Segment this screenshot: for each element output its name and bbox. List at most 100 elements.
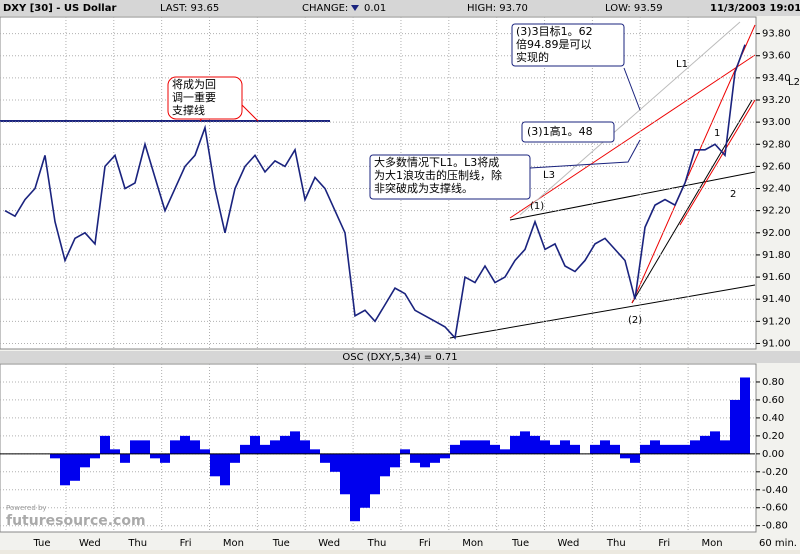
osc-bar: [620, 453, 630, 459]
osc-bar: [550, 444, 560, 454]
lower-channel: [449, 284, 756, 339]
y-tick-label: 92.00: [762, 228, 791, 239]
osc-bar: [470, 440, 480, 454]
osc-bar: [390, 453, 400, 468]
osc-bar: [60, 453, 70, 486]
osc-bar: [650, 440, 660, 454]
main-note-text: 大多数情况下L1。L3将成: [374, 155, 499, 169]
osc-bar: [210, 453, 220, 477]
x-tick-label: Wed: [79, 538, 101, 549]
osc-bar: [50, 453, 60, 459]
osc-bar: [230, 453, 240, 463]
support-note-text: 调一重要: [172, 90, 216, 104]
osc-bar: [110, 449, 120, 454]
x-tick-label: Wed: [558, 538, 580, 549]
high-note-box: [521, 121, 615, 143]
brand: futuresource.com: [6, 513, 146, 529]
x-unit: 60 min.: [759, 538, 797, 549]
y-tick-label: 92.20: [762, 206, 791, 217]
osc-bar: [610, 444, 620, 454]
y-tick-label: 0.80: [762, 377, 784, 388]
y-tick-label: 0.00: [762, 449, 784, 460]
main-note-box: [369, 154, 531, 200]
osc-bar: [380, 453, 390, 477]
osc-bar: [200, 449, 210, 454]
support-note-box: [167, 76, 243, 120]
high-note-text: (3)1高1。48: [527, 124, 593, 138]
osc-bar: [640, 444, 650, 454]
osc-bar: [260, 444, 270, 454]
last: LAST: 93.65: [160, 3, 219, 14]
osc-bar: [440, 453, 450, 459]
support-note-text: 将成为回: [172, 78, 216, 91]
osc-bar: [270, 440, 280, 454]
osc-bar: [460, 440, 470, 454]
l3-red: [509, 54, 756, 219]
osc-bar: [560, 440, 570, 454]
l3-gray: [519, 21, 741, 216]
osc-bar: [420, 453, 430, 468]
osc-bar: [180, 435, 190, 454]
y-tick-label: 91.40: [762, 294, 791, 305]
x-tick-label: Thu: [606, 538, 626, 549]
target-note-text: 倍94.89是可以: [516, 37, 592, 51]
osc-bar: [80, 453, 90, 468]
main-note-text: 为大1浪攻击的压制线，除: [374, 168, 502, 182]
osc-bar: [120, 453, 130, 463]
y-tick-label: -0.60: [762, 503, 788, 514]
x-tick-label: Tue: [511, 538, 529, 549]
osc-bar: [490, 444, 500, 454]
x-tick-label: Fri: [180, 538, 192, 549]
osc-bar: [630, 453, 640, 463]
x-tick-label: Mon: [701, 538, 722, 549]
main-note-text: 非突破成为支撑线。: [374, 181, 473, 195]
osc-bar: [170, 440, 180, 454]
y-tick-label: -0.80: [762, 521, 788, 532]
osc-bar: [660, 444, 670, 454]
osc-bar: [540, 440, 550, 454]
osc-bar: [360, 453, 370, 508]
osc-bar: [310, 449, 320, 454]
y-tick-label: 93.60: [762, 51, 791, 62]
osc-bar: [240, 444, 250, 454]
osc-bar: [130, 440, 140, 454]
y-tick-label: 0.20: [762, 431, 784, 442]
x-tick-label: Fri: [419, 538, 431, 549]
osc-bar: [290, 431, 300, 454]
osc-bar: [740, 377, 750, 454]
osc-bar: [670, 444, 680, 454]
l2-black: [631, 99, 753, 304]
osc-header: [0, 351, 800, 363]
change-label: CHANGE:: [302, 3, 348, 14]
l1-red: [631, 24, 756, 304]
osc-bar: [220, 453, 230, 486]
wave-label: L2: [788, 77, 800, 88]
osc-bar: [690, 440, 700, 454]
osc-bar: [450, 444, 460, 454]
wave-label: (2): [628, 315, 642, 326]
osc-bar: [370, 453, 380, 495]
y-tick-label: 0.40: [762, 413, 784, 424]
y-tick-label: 93.80: [762, 29, 791, 40]
y-tick-label: 91.20: [762, 316, 791, 327]
osc-bar: [140, 440, 150, 454]
x-tick-label: Mon: [223, 538, 244, 549]
y-tick-label: 93.20: [762, 95, 791, 106]
y-tick-label: 92.40: [762, 184, 791, 195]
target-note-box: [511, 23, 625, 67]
osc-bar: [500, 449, 510, 454]
osc-bar: [160, 453, 170, 463]
osc-panel: [0, 363, 757, 533]
osc-bar: [340, 453, 350, 495]
osc-bar: [410, 453, 420, 463]
x-tick-label: Thu: [367, 538, 387, 549]
osc-bar: [350, 453, 360, 522]
down-arrow: [351, 5, 359, 11]
wave-label: 1: [714, 128, 720, 139]
osc-bar: [250, 435, 260, 454]
osc-bar: [330, 453, 340, 472]
osc-bar: [430, 453, 440, 463]
datetime: 11/3/2003 19:01: [710, 3, 800, 14]
symbol: DXY [30] - US Dollar: [3, 3, 116, 14]
